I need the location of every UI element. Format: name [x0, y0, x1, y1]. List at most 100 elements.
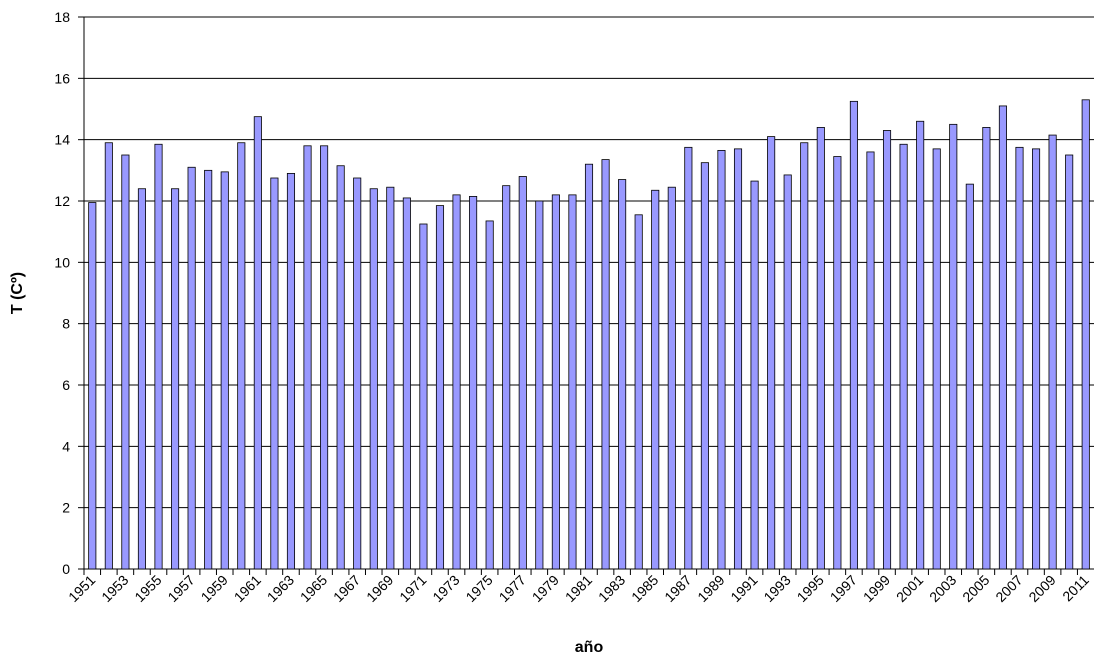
bar — [584, 163, 594, 570]
x-tick-label: 1953 — [98, 572, 131, 605]
y-tick-label: 2 — [62, 500, 70, 516]
bar — [800, 142, 809, 570]
bar — [386, 186, 395, 570]
x-tick-label: 1999 — [860, 572, 893, 605]
x-tick-label: 1995 — [794, 572, 827, 605]
bar — [1081, 99, 1090, 570]
x-tick-label: 1957 — [164, 572, 197, 605]
y-tick-label: 10 — [54, 254, 70, 270]
bar — [568, 194, 577, 570]
x-tick-label: 1981 — [562, 572, 595, 605]
x-tick-label: 1967 — [330, 572, 363, 605]
bar — [882, 130, 892, 570]
bar — [816, 127, 825, 570]
bar — [270, 177, 279, 570]
bar — [866, 151, 875, 570]
bar — [1048, 134, 1057, 570]
bar — [916, 120, 925, 570]
bar — [965, 183, 974, 570]
y-tick-label: 12 — [54, 193, 70, 209]
bar — [949, 123, 958, 570]
bar — [435, 205, 445, 570]
bar — [849, 100, 858, 570]
x-tick-label: 1983 — [595, 572, 628, 605]
bar — [469, 195, 478, 570]
bar — [518, 176, 527, 570]
bar — [187, 166, 196, 570]
bar — [171, 188, 180, 570]
y-tick-label: 18 — [54, 9, 70, 25]
x-tick-label: 1985 — [628, 572, 661, 605]
bar — [419, 223, 428, 570]
x-tick-label: 1959 — [198, 572, 231, 605]
x-tick-label: 1969 — [363, 572, 396, 605]
bar — [899, 143, 908, 570]
bar — [121, 154, 130, 570]
y-tick-label: 8 — [62, 316, 70, 332]
y-axis-title: T (Cº) — [9, 272, 26, 314]
bar — [220, 171, 229, 570]
bar — [551, 194, 560, 570]
x-tick-label: 1965 — [297, 572, 330, 605]
x-tick-label: 1989 — [694, 572, 727, 605]
bar — [684, 146, 693, 570]
bar — [535, 200, 544, 570]
bar — [1032, 148, 1041, 570]
y-tick-label: 14 — [54, 132, 70, 148]
bar — [982, 127, 991, 570]
x-tick-label: 1997 — [827, 572, 860, 605]
bar — [353, 177, 362, 570]
bar — [618, 179, 627, 570]
bar — [667, 186, 676, 570]
bar — [750, 180, 759, 570]
bar — [783, 174, 792, 570]
bar — [369, 188, 378, 570]
x-tick-label: 1975 — [462, 572, 495, 605]
x-tick-label: 1979 — [529, 572, 562, 605]
x-tick-label: 2007 — [992, 572, 1025, 605]
bar — [286, 172, 296, 570]
bar — [88, 202, 97, 570]
x-tick-label: 2011 — [1059, 572, 1092, 605]
bar — [767, 136, 776, 570]
bar — [154, 143, 163, 570]
bar — [303, 145, 312, 570]
bar — [237, 142, 246, 570]
bar — [485, 220, 494, 570]
bar — [833, 156, 842, 570]
x-tick-label: 2003 — [926, 572, 959, 605]
x-tick-label: 1987 — [661, 572, 694, 605]
bar — [502, 185, 511, 570]
bar — [253, 116, 262, 570]
y-tick-label: 0 — [62, 561, 70, 577]
x-tick-label: 1993 — [760, 572, 793, 605]
bar — [998, 105, 1007, 570]
bar — [651, 189, 660, 570]
bar — [634, 214, 643, 570]
y-tick-label: 16 — [54, 70, 70, 86]
x-tick-label: 2009 — [1025, 572, 1058, 605]
bar — [402, 197, 411, 570]
x-tick-label: 1951 — [65, 572, 98, 605]
x-tick-label: 1963 — [264, 572, 297, 605]
x-tick-label: 1971 — [396, 572, 429, 605]
x-tick-label: 2005 — [959, 572, 992, 605]
bar — [601, 159, 610, 570]
bar — [700, 162, 709, 570]
bar — [733, 148, 743, 570]
x-tick-label: 1977 — [496, 572, 529, 605]
bar — [717, 149, 726, 570]
x-tick-label: 1961 — [231, 572, 264, 605]
x-tick-label: 1991 — [727, 572, 760, 605]
bar — [1065, 154, 1074, 570]
bar — [204, 169, 213, 570]
bar — [932, 148, 941, 570]
bar — [137, 188, 146, 570]
bar — [336, 165, 345, 570]
x-tick-label: 1955 — [131, 572, 164, 605]
y-tick-label: 4 — [62, 438, 70, 454]
bar — [452, 194, 461, 570]
y-tick-label: 6 — [62, 377, 70, 393]
bar — [320, 145, 329, 570]
